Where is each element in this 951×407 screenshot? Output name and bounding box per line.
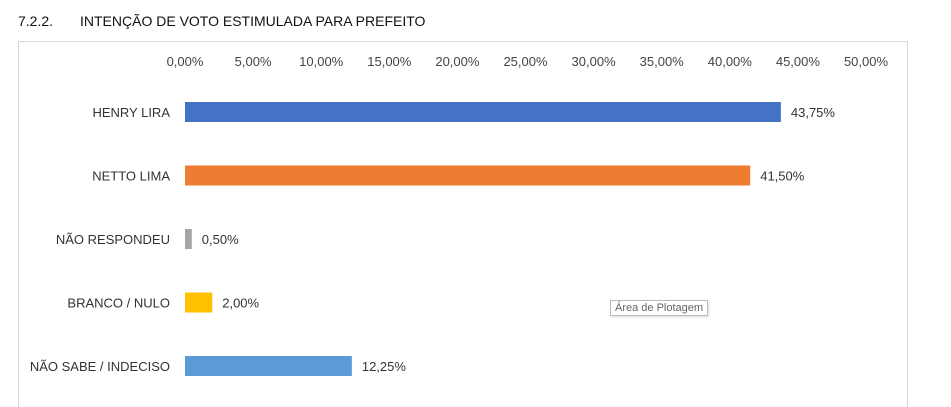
bar [185,292,213,313]
x-tick-label: 5,00% [235,54,272,69]
data-label: 41,50% [760,169,805,184]
category-label: NÃO RESPONDEU [56,232,170,247]
x-tick-label: 35,00% [640,54,685,69]
x-tick-label: 25,00% [503,54,548,69]
bar [185,356,352,376]
x-tick-label: 20,00% [435,54,480,69]
heading-number: 7.2.2. [18,13,54,29]
plot-area-tooltip: Área de Plotagem [610,300,709,316]
data-label: 0,50% [202,232,239,247]
category-label: NETTO LIMA [92,169,170,184]
x-tick-label: 0,00% [167,54,204,69]
data-label: 43,75% [791,105,836,120]
x-tick-label: 30,00% [572,54,617,69]
heading-text: INTENÇÃO DE VOTO ESTIMULADA PARA PREFEIT… [80,13,426,29]
x-tick-label: 50,00% [844,54,889,69]
data-label: 12,25% [362,359,407,374]
x-tick-label: 40,00% [708,54,753,69]
chart-heading: 7.2.2. INTENÇÃO DE VOTO ESTIMULADA PARA P… [18,13,425,29]
category-label: HENRY LIRA [92,105,170,120]
bar [185,165,751,186]
x-tick-label: 15,00% [367,54,412,69]
category-label: NÃO SABE / INDECISO [30,359,170,374]
data-label: 2,00% [222,296,259,311]
chart-area[interactable] [18,41,908,407]
x-tick-label: 45,00% [776,54,821,69]
x-tick-label: 10,00% [299,54,344,69]
bar [185,229,192,249]
bar [185,102,781,122]
category-label: BRANCO / NULO [67,296,170,311]
